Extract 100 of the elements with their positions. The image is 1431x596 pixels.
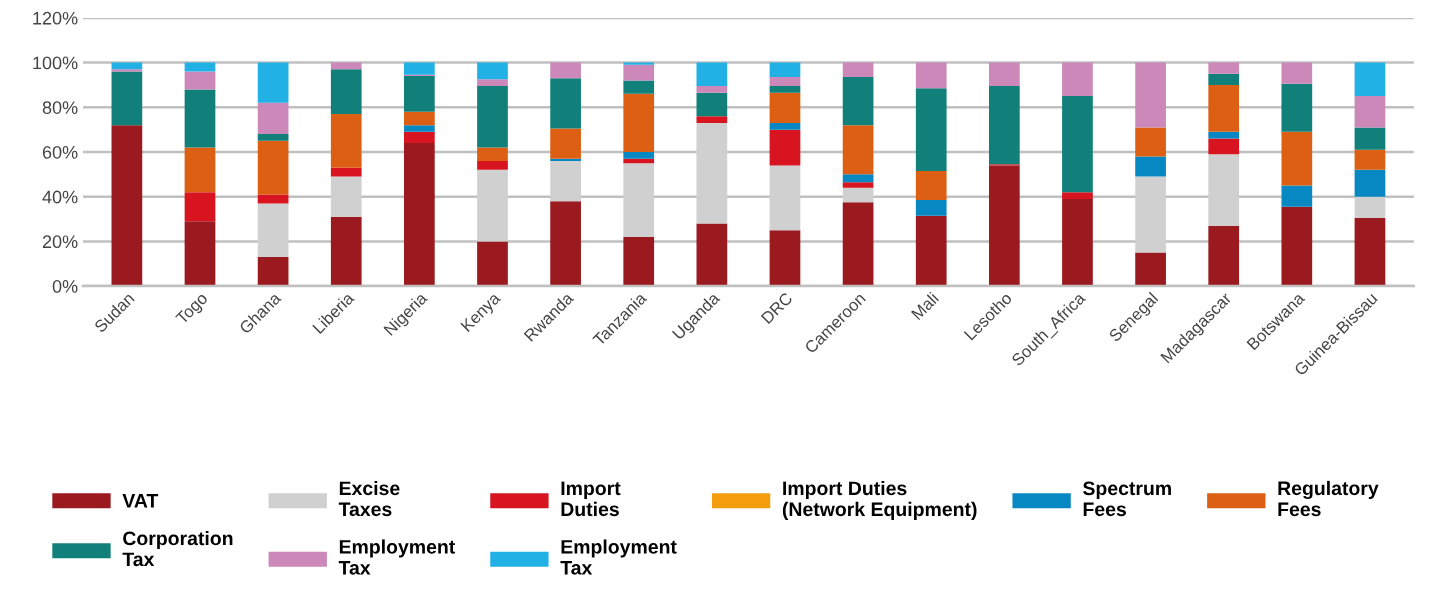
bar: [404, 75, 435, 112]
bar: [404, 131, 435, 144]
bar: [1281, 83, 1313, 132]
bar: [842, 125, 874, 175]
bar: [623, 158, 655, 164]
legend-label: VAT: [122, 494, 159, 508]
bar: [477, 160, 508, 170]
bar: [550, 160, 581, 202]
bar: [769, 86, 801, 93]
bar: [477, 86, 508, 148]
bar: [1281, 62, 1313, 84]
bar: [404, 125, 435, 132]
y-tick-label: 20%: [42, 235, 78, 249]
y-tick-label: 40%: [42, 190, 78, 204]
bar: [1208, 154, 1240, 226]
bar: [1354, 169, 1386, 197]
bar: [1208, 73, 1240, 85]
legend-label: Employment Tax: [338, 539, 456, 575]
bar: [1135, 176, 1166, 253]
bar: [696, 86, 728, 93]
bar: [550, 201, 581, 287]
y-tick-label: 60%: [42, 145, 78, 159]
bar: [696, 122, 728, 224]
bar: [696, 223, 728, 287]
bar: [1354, 196, 1386, 218]
bar: [915, 62, 947, 89]
bar: [915, 215, 947, 287]
legend-label: Excise Taxes: [338, 480, 400, 517]
bar: [550, 62, 581, 79]
bar: [1354, 217, 1386, 287]
x-tick-label: Mali: [910, 291, 940, 321]
bar: [769, 122, 801, 130]
bar: [623, 236, 655, 287]
bar: [404, 62, 435, 75]
bar: [184, 147, 216, 193]
bar: [1354, 62, 1386, 97]
bar: [988, 165, 1020, 287]
bar: [1062, 192, 1093, 199]
bar: [696, 92, 728, 117]
legend-label: Corporation Tax: [122, 530, 233, 567]
bar: [111, 69, 143, 72]
bar: [623, 151, 655, 159]
bar: [477, 62, 508, 80]
legend-label: Import Duties (Network Equipment): [782, 480, 977, 520]
bar: [257, 194, 289, 204]
bar: [842, 202, 874, 287]
bar: [988, 86, 1020, 165]
bar: [550, 158, 581, 161]
bar: [477, 169, 508, 242]
bar: [184, 192, 216, 222]
bar: [330, 113, 362, 168]
bar: [1354, 96, 1386, 128]
bar: [1208, 138, 1240, 155]
bar: [330, 176, 362, 217]
bar: [257, 203, 289, 258]
bar: [404, 111, 435, 126]
bar: [257, 140, 289, 195]
bar: [623, 80, 655, 94]
bar: [1062, 198, 1093, 287]
bar: [1062, 62, 1093, 97]
bar: [330, 167, 362, 177]
bar: [257, 257, 289, 287]
bar: [769, 165, 801, 231]
bar: [1062, 96, 1093, 193]
bar: [842, 182, 874, 188]
bar: [1135, 156, 1166, 177]
legend-label: Employment Tax: [560, 539, 677, 575]
bar: [988, 62, 1020, 87]
bar: [257, 62, 289, 103]
bar: [550, 78, 581, 129]
bar: [1135, 252, 1166, 287]
bar: [477, 79, 508, 87]
bar: [1354, 127, 1386, 150]
bar: [477, 241, 508, 287]
bar: [184, 62, 216, 72]
bar: [477, 147, 508, 161]
y-tick-label: 0%: [52, 280, 78, 293]
bar: [330, 216, 362, 287]
bar: [257, 102, 289, 135]
bar: [623, 93, 655, 152]
bar: [915, 88, 947, 171]
bar: [623, 163, 655, 237]
bar: [184, 221, 216, 287]
bar: [330, 69, 362, 114]
bar: [1354, 149, 1386, 170]
bar: [1208, 84, 1240, 132]
y-tick-label: 80%: [42, 101, 78, 114]
bar: [1281, 131, 1313, 186]
bar: [330, 62, 362, 70]
bar: [623, 62, 655, 65]
bar: [623, 64, 655, 81]
bar: [184, 71, 216, 90]
y-tick-label: 100%: [33, 56, 78, 70]
bar: [1135, 62, 1166, 128]
y-tick-label: 120%: [33, 11, 78, 25]
bar: [404, 143, 435, 287]
bar: [769, 62, 801, 78]
bar: [696, 62, 728, 87]
bar: [696, 116, 728, 123]
bar: [769, 77, 801, 87]
